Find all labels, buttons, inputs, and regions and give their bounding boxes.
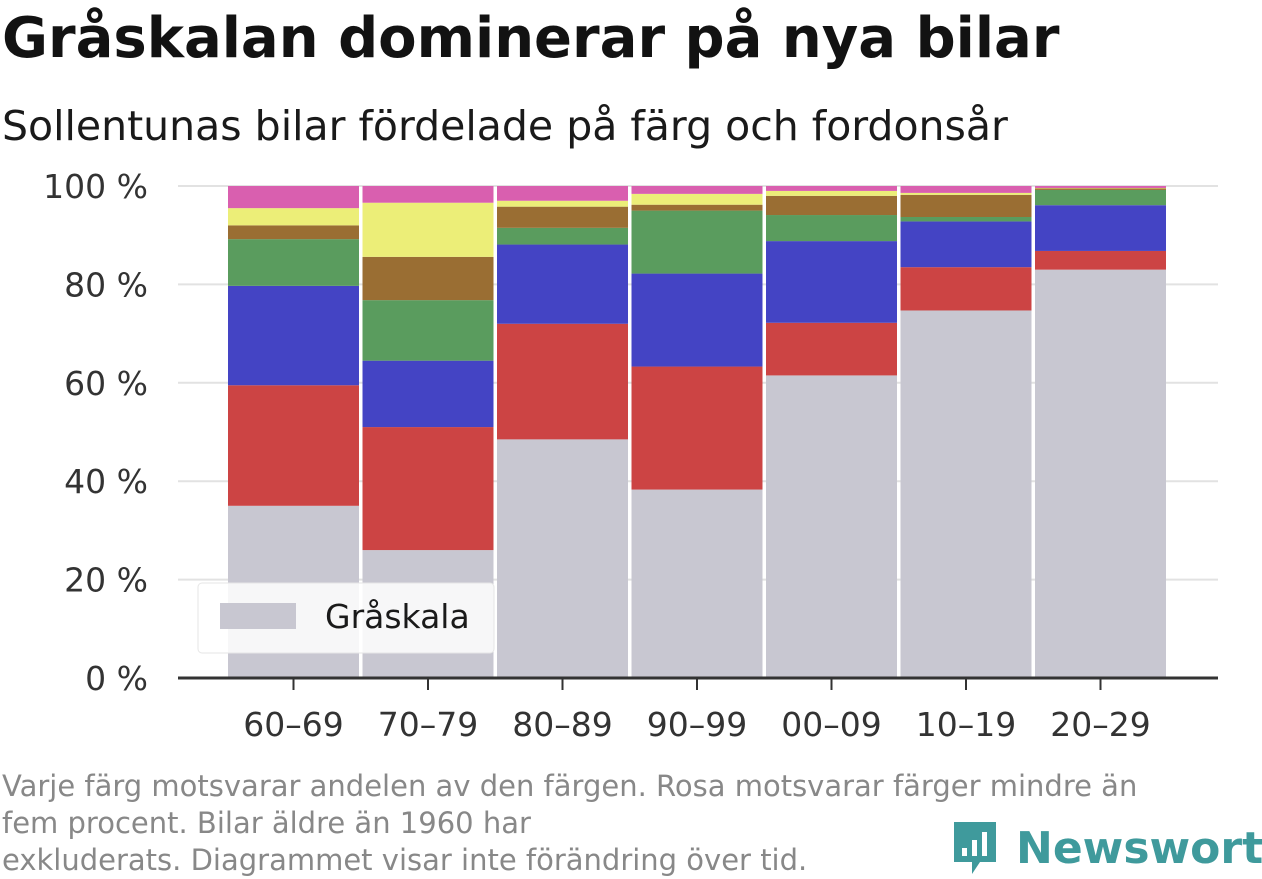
footnote-line-2: fem procent. Bilar äldre än 1960 har: [2, 806, 531, 840]
bar-segment: [900, 221, 1032, 268]
y-tick-label: 100 %: [43, 167, 148, 206]
stacked-bar-chart: 0 % 20 % 40 % 60 % 80 % 100 % 60–69 70–79 80–89 9…: [43, 167, 1218, 744]
bar-segment: [631, 273, 763, 367]
bar-segment: [228, 186, 359, 209]
bar-segment: [362, 256, 494, 301]
bar-segment: [1035, 188, 1166, 190]
bar-segment: [766, 186, 897, 191]
x-tick-label: 10–19: [916, 705, 1016, 744]
bar-segment: [362, 360, 494, 428]
bar-segment: [631, 210, 763, 274]
bar-segment: [1035, 250, 1166, 270]
bar-segment: [631, 204, 763, 211]
bar-segment: [228, 385, 359, 506]
bar-segment: [1035, 186, 1166, 188]
bar-segment: [497, 206, 628, 228]
x-tick-label: 20–29: [1050, 705, 1150, 744]
y-tick-label: 80 %: [64, 265, 148, 304]
bar-segment: [766, 215, 897, 242]
x-tick-label: 80–89: [512, 705, 612, 744]
x-tick-label: 70–79: [378, 705, 478, 744]
bar-segment: [362, 300, 494, 361]
y-tick-label: 40 %: [64, 462, 148, 501]
bar-segment: [900, 267, 1032, 311]
chart-subtitle: Sollentunas bilar fördelade på färg och …: [2, 102, 1008, 150]
bar-segment: [362, 427, 494, 551]
y-tick-label: 0 %: [85, 659, 148, 698]
bar-segment: [766, 322, 897, 376]
bar-segment: [766, 190, 897, 196]
bar-segment: [362, 202, 494, 257]
y-tick-label: 60 %: [64, 364, 148, 403]
legend-label: Gråskala: [325, 597, 470, 636]
bar-segment: [900, 310, 1032, 678]
bar-segment: [631, 186, 763, 194]
bar-segment: [362, 186, 494, 203]
newsworthy-logo: Newsworthy: [950, 818, 1262, 878]
bar-segment: [228, 285, 359, 386]
bar-segment: [228, 225, 359, 240]
bar-segment: [228, 239, 359, 286]
bar-segment: [766, 375, 897, 678]
bar-segment: [631, 489, 763, 678]
newsworthy-logo-icon: [954, 822, 996, 874]
bar-segment: [631, 193, 763, 205]
x-tick-label: 00–09: [781, 705, 881, 744]
bar-segment: [631, 366, 763, 490]
bar-segment: [497, 439, 628, 678]
footnote: Varje färg motsvarar andelen av den färg…: [2, 768, 1242, 879]
brand-name: Newsworthy: [1016, 822, 1262, 874]
bar-segment: [497, 186, 628, 201]
bar-segment: [1035, 205, 1166, 251]
legend-box: [197, 582, 495, 654]
footnote-line-1: Varje färg motsvarar andelen av den färg…: [2, 769, 1138, 803]
x-tick-label: 90–99: [647, 705, 747, 744]
bar-segment: [1035, 269, 1166, 678]
footnote-line-3: exkluderats. Diagrammet visar inte förän…: [2, 843, 808, 877]
bar-segment: [900, 216, 1032, 222]
bar-segment: [497, 227, 628, 245]
bar-segment: [766, 241, 897, 323]
bar-segment: [900, 192, 1032, 195]
legend-swatch: [220, 603, 296, 629]
bar-segment: [497, 244, 628, 324]
bar-segment: [1035, 189, 1166, 206]
bar-segment: [497, 323, 628, 440]
x-tick-label: 60–69: [243, 705, 343, 744]
bar-segment: [900, 194, 1032, 217]
bar-segment: [228, 208, 359, 226]
bar-segment: [900, 186, 1032, 193]
bar-segment: [766, 195, 897, 216]
chart-title: Gråskalan dominerar på nya bilar: [2, 6, 1060, 71]
bar-segment: [497, 200, 628, 207]
y-tick-label: 20 %: [64, 561, 148, 600]
